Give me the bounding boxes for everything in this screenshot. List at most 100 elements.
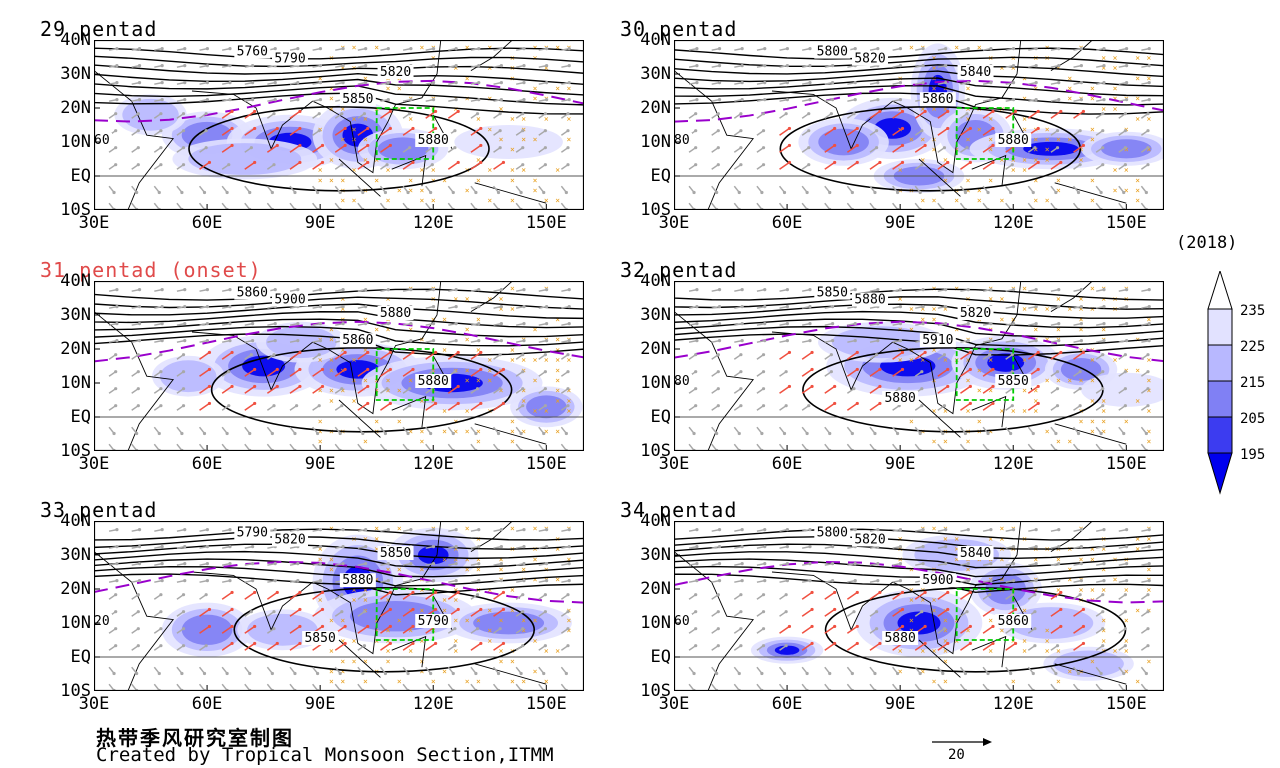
wind-arrow-head [694,610,698,614]
wind-arrow [221,608,233,617]
latitude-label: 30N [60,545,91,565]
stipple-mark: × [943,616,948,625]
stipple-mark: × [1135,196,1140,205]
wind-arrow-head [898,545,903,549]
wind-arrow-head [763,98,767,102]
wind-arrow-head [1101,163,1105,167]
wind-arrow [289,608,301,617]
stipple-mark: × [386,294,391,303]
wind-arrow-head [829,353,833,357]
stipple-mark: × [420,667,425,676]
stipple-mark: × [352,125,357,134]
wind-arrow-head [543,163,547,167]
stipple-mark: × [1124,166,1129,175]
wind-arrow-head [785,339,789,343]
wind-arrow-head [431,288,436,292]
longitude-label: 30E [78,694,110,714]
wind-arrow-head [318,528,323,532]
stipple-mark: × [329,524,334,533]
stipple-mark: × [898,356,903,365]
wind-arrow-head [388,143,392,148]
stipple-mark: × [374,545,379,554]
wind-arrow [380,144,391,153]
wind-arrow-head [160,545,164,549]
stipple-mark: × [397,565,402,574]
wind-arrow [982,642,994,651]
wind-arrow-head [1057,528,1061,532]
stipple-mark: × [1033,135,1038,144]
stipple-mark: × [898,294,903,303]
stipple-mark: × [909,135,914,144]
wind-arrow-head [988,353,992,357]
stipple-mark: × [1090,545,1095,554]
stipple-mark: × [932,145,937,154]
wind-arrow-head [137,322,142,326]
stipple-mark: × [1124,125,1129,134]
wind-arrow-head [810,590,814,595]
wind-arrow-head [1034,64,1038,68]
stipple-mark: × [1090,135,1095,144]
wind-arrow-head [362,644,367,648]
contour-label: 5820 [854,532,885,547]
height-contour [674,310,1164,329]
stipple-mark: × [567,115,572,124]
wind-arrow-head [1013,109,1018,114]
wind-arrow-head [114,404,118,408]
stipple-mark: × [453,427,458,436]
stipple-mark: × [465,325,470,334]
wind-arrow-head [205,98,209,102]
panel-33-pentad: 33 pentad 40N 30N 20N 10N EQ 10S 30E 60E 90E 120E… [0,499,585,714]
stipple-mark: × [340,305,345,314]
wind-arrow [1050,608,1062,617]
coastline [674,521,1127,691]
stipple-mark: × [1045,125,1050,134]
latitude-label: 10S [60,200,91,220]
wind-arrow-head [1055,370,1060,374]
wind-arrow-head [157,431,161,436]
wind-arrow-head [207,624,212,629]
wind-arrow [289,161,301,170]
wind-arrow-head [1010,163,1014,167]
latitude-label: 30N [640,545,671,565]
stipple-mark: × [420,196,425,205]
wind-arrow-head [433,350,438,355]
stipple-mark: × [988,294,993,303]
wind-arrow-head [320,143,325,148]
wind-arrow-head [409,339,413,343]
stipple-mark: × [1079,294,1084,303]
latitude-label: 10S [60,681,91,701]
wind-arrow-head [895,190,900,195]
stipple-mark: × [487,94,492,103]
wind-arrow-head [855,590,859,595]
wind-arrow [1027,385,1039,394]
wind-arrow [470,127,482,136]
stipple-mark: × [533,667,538,676]
stipple-mark: × [374,626,379,635]
stipple-mark: × [397,524,402,533]
stipple-mark: × [1033,555,1038,564]
stipple-mark: × [1000,626,1005,635]
wind-arrow [1027,110,1039,119]
contour-label: 5880 [674,374,690,389]
wind-arrow [244,625,256,634]
wind-arrow-head [900,607,905,612]
wind-arrow [447,591,459,600]
stipple-mark: × [521,125,526,134]
stipple-mark: × [510,356,515,365]
wind-arrow-head [228,339,232,343]
latitude-label: EQ [70,407,91,427]
stipple-mark: × [397,616,402,625]
wind-arrow-head [362,112,367,116]
longitude-label: 60E [191,694,223,714]
wind-arrow-head [1079,98,1083,102]
wind-arrow-head [1057,562,1061,566]
stipple-mark: × [555,345,560,354]
wind-arrow-head [567,339,571,343]
wind-arrow-head [1125,64,1129,68]
wind-arrow-head [1057,98,1061,102]
stipple-mark: × [1056,176,1061,185]
wind-arrow [779,144,790,153]
stipple-mark: × [533,53,538,62]
wind-arrow-head [364,47,368,51]
wind-arrow-head [717,81,722,85]
